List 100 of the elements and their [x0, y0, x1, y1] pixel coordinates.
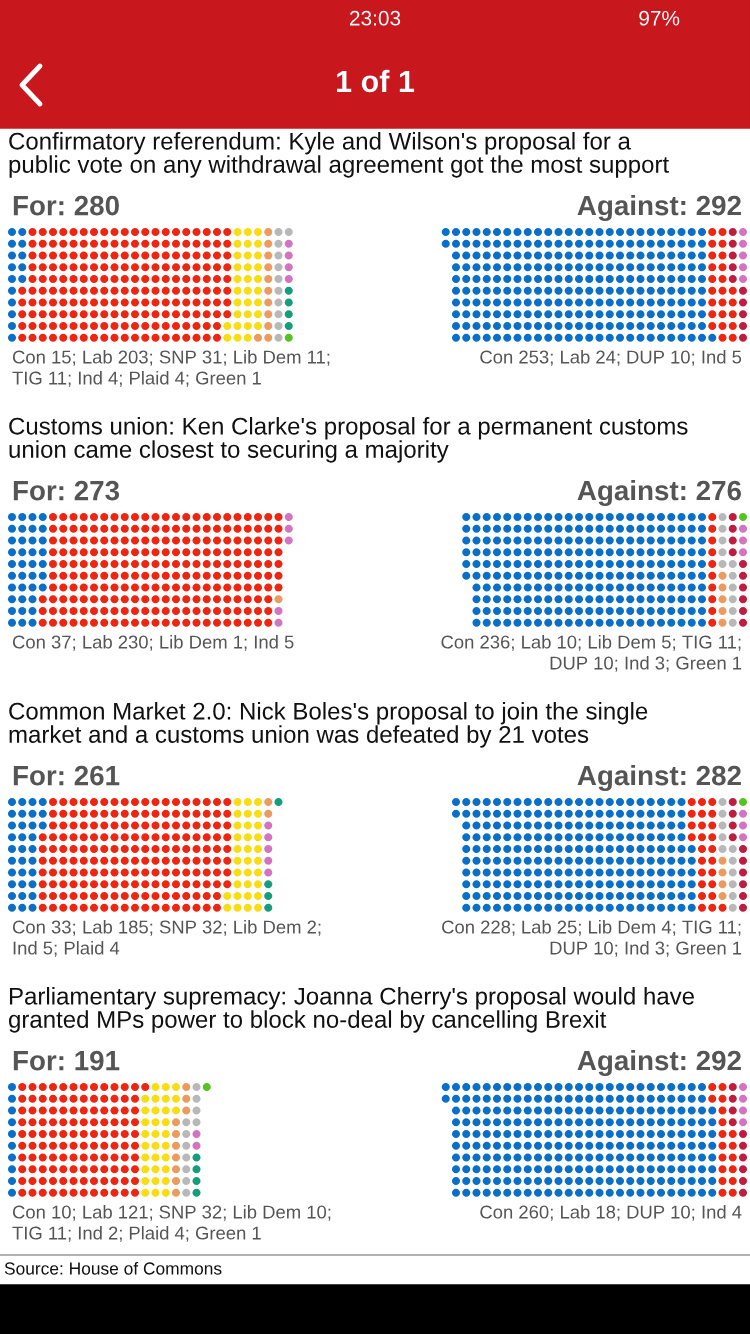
category-label: TIG — [682, 920, 712, 934]
category-label: Ind — [78, 1226, 102, 1240]
text: Common Market 2.0: Nick Boles's proposal to join the single market and a customs union was defeated by 21 votes — [9, 702, 648, 748]
category-label: DUP — [627, 1205, 665, 1219]
category-label: Lab — [83, 920, 113, 934]
data-label: 2; — [108, 1226, 122, 1242]
data-label: 228; — [481, 920, 515, 936]
data-label: 11; — [719, 920, 741, 936]
data-label: 11; — [719, 635, 741, 651]
text: 23:03 — [349, 10, 401, 26]
category-label: Ind — [13, 941, 37, 955]
category-label: Ind — [625, 656, 649, 670]
text: 1 of 1 — [337, 69, 415, 93]
category-label: Green — [676, 941, 726, 955]
data-label: 32; — [202, 1205, 226, 1221]
category-label: Lib Dem — [233, 1205, 300, 1219]
category-label: Con — [12, 350, 45, 364]
data-label: 4 — [732, 1205, 742, 1219]
category-label: DUP — [550, 941, 588, 955]
data-label: 37; — [51, 635, 76, 651]
data-label: 10; — [557, 635, 581, 651]
text: For: 280 — [13, 195, 119, 216]
category-label: Lib Dem — [234, 920, 301, 934]
data-label: 10; — [594, 941, 618, 957]
category-label: TIG — [12, 1226, 42, 1240]
data-label: 1; — [234, 635, 247, 651]
data-label: 121; — [119, 1205, 153, 1221]
text: For: 273 — [13, 480, 120, 501]
data-label: 10; — [594, 656, 618, 672]
data-label: 10; — [52, 1205, 76, 1221]
text: Parliamentary supremacy: Joanna Cherry's proposal would have granted MPs power to block no-deal by cancelling Brexit — [9, 987, 694, 1033]
data-label: 185; — [119, 920, 153, 936]
data-label: 5 — [284, 635, 294, 649]
category-label: Lib Dem — [234, 350, 301, 364]
data-label: 10; — [671, 1205, 695, 1221]
category-label: Plaid — [129, 1226, 169, 1240]
category-label: Ind — [625, 941, 649, 955]
category-label: TIG — [12, 371, 42, 385]
category-label: Lab — [83, 635, 112, 649]
category-label: Ind — [78, 371, 102, 385]
data-label: 11; — [49, 371, 71, 387]
text: Against: 292 — [577, 1049, 741, 1077]
category-label: Lab — [522, 635, 551, 649]
category-label: Lab — [522, 920, 551, 934]
text: For: 191 — [13, 1050, 120, 1071]
data-label: 236; — [480, 635, 514, 651]
category-label: DUP — [550, 656, 588, 670]
text: Confirmatory referendum: Kyle and Wilson's proposal for a public vote on any withdrawal agreement got the most support — [9, 132, 669, 178]
category-label: Green — [195, 1226, 246, 1240]
category-label: SNP — [159, 350, 196, 364]
category-label: TIG — [682, 635, 712, 649]
text: Customs union: Ken Clarke's proposal for a permanent customs union came closest to securing a majority — [9, 417, 688, 463]
category-label: Con — [480, 1205, 513, 1219]
category-label: DUP — [627, 350, 665, 364]
data-label: 1 — [733, 941, 742, 955]
data-label: 18; — [596, 1205, 620, 1221]
data-label: 2; — [307, 920, 321, 936]
category-label: Con — [480, 350, 513, 364]
category-label: Lib Dem — [588, 635, 655, 649]
data-label: 230; — [118, 635, 153, 651]
category-label: Ind — [702, 350, 726, 364]
data-label: 4; — [174, 1226, 189, 1242]
category-label: Con — [12, 635, 45, 649]
data-label: 10; — [307, 1205, 331, 1221]
text: Against: 282 — [577, 764, 741, 792]
category-label: Green — [196, 371, 246, 385]
category-label: Lib Dem — [160, 635, 227, 649]
data-label: 5; — [661, 635, 675, 651]
category-label: Lab — [83, 1205, 112, 1219]
category-label: Con — [442, 920, 474, 934]
data-label: 5 — [732, 350, 742, 364]
data-label: 253; — [519, 350, 553, 366]
text: For: 261 — [13, 765, 120, 786]
data-label: 5; — [43, 941, 57, 957]
data-label: 1 — [252, 371, 261, 385]
category-label: Con — [441, 635, 474, 649]
data-label: 4 — [109, 941, 120, 955]
data-label: 260; — [519, 1205, 553, 1221]
text: 97% — [639, 10, 680, 26]
data-label: 15; — [52, 350, 76, 366]
text: Against: 292 — [577, 194, 741, 222]
data-label: 25; — [557, 920, 581, 936]
data-label: 4; — [661, 920, 676, 936]
data-label: 33; — [51, 920, 76, 936]
data-label: 11; — [308, 350, 330, 366]
data-label: 4; — [175, 371, 189, 387]
data-label: 10; — [671, 350, 695, 366]
category-label: Lab — [561, 350, 590, 364]
data-label: 11; — [49, 1226, 71, 1242]
category-label: Lab — [83, 350, 112, 364]
data-label: 32; — [202, 920, 227, 936]
category-label: Lab — [561, 1205, 590, 1219]
text: Against: 276 — [577, 479, 742, 507]
category-label: Green — [676, 656, 726, 670]
category-label: Ind — [702, 1205, 726, 1219]
category-label: Con — [12, 920, 45, 934]
data-label: 3; — [655, 656, 669, 672]
category-label: SNP — [159, 920, 197, 934]
category-label: Plaid — [130, 371, 169, 385]
category-label: Ind — [254, 635, 278, 649]
